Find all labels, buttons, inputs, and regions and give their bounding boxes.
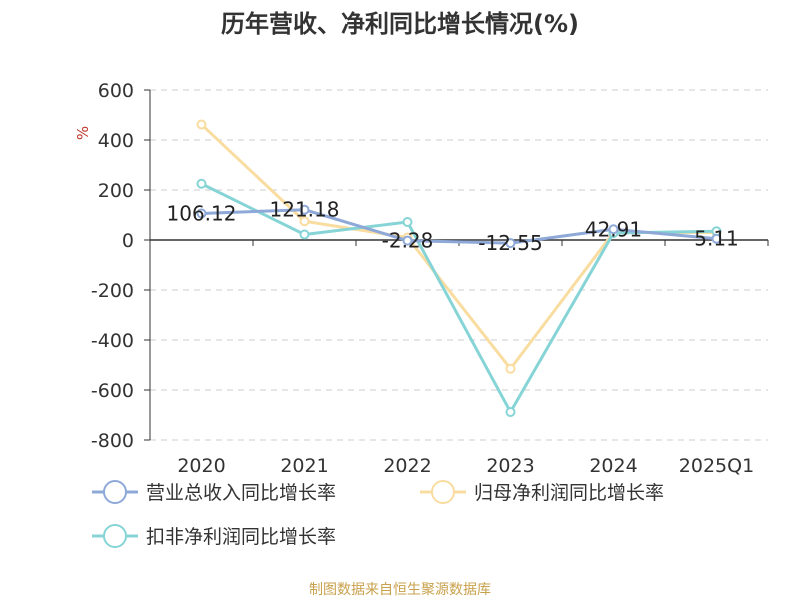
legend-item-3[interactable]: 扣非净利润同比增长率 [92, 524, 336, 548]
y-tick-label: -400 [91, 330, 134, 352]
legend-circle-icon [103, 480, 127, 504]
legend-label: 扣非净利润同比增长率 [146, 526, 336, 548]
y-tick-label: -600 [91, 380, 134, 402]
x-tick-label: 2021 [280, 455, 328, 477]
x-tick-label: 2022 [383, 455, 431, 477]
data-label: 5.11 [694, 227, 739, 251]
series-1-point [299, 204, 310, 215]
series-line-2 [200, 123, 717, 371]
y-tick-label: 400 [98, 130, 134, 152]
x-tick-label: 2024 [589, 455, 637, 477]
source-note: 制图数据来自恒生聚源数据库 [309, 582, 491, 598]
data-label: -2.28 [382, 229, 434, 253]
series-3-point [196, 178, 207, 189]
y-tick-label: -800 [91, 430, 134, 452]
legend-label: 归母净利润同比增长率 [474, 482, 664, 504]
series-2-point [196, 119, 207, 130]
series-2-point [299, 216, 310, 227]
data-label: 121.18 [270, 198, 340, 222]
data-label: -12.55 [478, 231, 542, 255]
y-tick-label: -200 [91, 280, 134, 302]
series-line-1 [201, 208, 717, 245]
chart-title: 历年营收、净利同比增长情况(%) [221, 10, 579, 38]
x-tick-label: 2023 [486, 455, 534, 477]
series-1-point [402, 235, 413, 246]
series-1-point [608, 224, 619, 235]
legend-item-2[interactable]: 归母净利润同比增长率 [420, 480, 664, 504]
series-lines [196, 119, 722, 417]
data-label: 42.91 [585, 217, 642, 241]
legend-label: 营业总收入同比增长率 [146, 482, 336, 504]
axes: 600 400 200 0 -200 -400 -600 -800 2020 2021 2022 20… [91, 80, 769, 477]
x-tick-label: 2025Q1 [679, 455, 754, 477]
legend-circle-icon [103, 524, 127, 548]
x-tick-label: 2020 [177, 455, 225, 477]
series-1-point [711, 233, 722, 244]
series-1-point [505, 238, 516, 249]
y-tick-label: 600 [98, 80, 134, 102]
series-1-point [196, 208, 207, 219]
series-2-point [505, 363, 516, 374]
legend-item-1[interactable]: 营业总收入同比增长率 [92, 480, 336, 504]
series-line-3 [200, 182, 717, 414]
series-3-point [402, 217, 413, 227]
legend-circle-icon [431, 480, 455, 504]
data-labels: 106.12 121.18 -2.28 -12.55 42.91 5.11 [167, 198, 739, 255]
series-3-point [505, 407, 516, 417]
series-3-point [299, 229, 310, 240]
y-tick-label: 0 [122, 230, 134, 252]
data-label: 106.12 [167, 201, 237, 225]
y-tick-label: 200 [98, 180, 134, 202]
grid-lines [150, 89, 768, 441]
y-axis-unit-label: % [74, 126, 92, 140]
